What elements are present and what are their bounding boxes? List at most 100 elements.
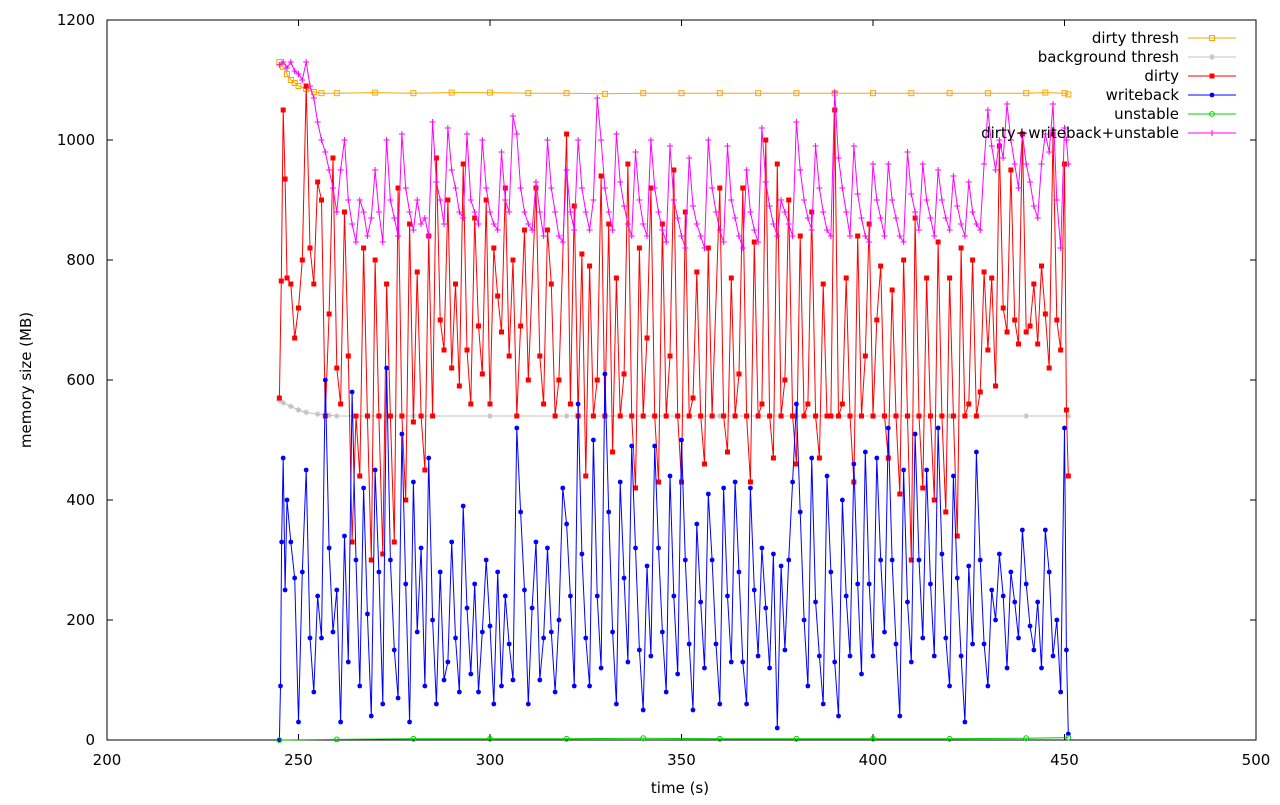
data-point	[675, 671, 681, 677]
data-point	[590, 197, 597, 203]
data-point	[291, 68, 298, 74]
data-point	[601, 90, 608, 97]
data-point	[778, 413, 784, 419]
data-point	[931, 653, 937, 659]
data-point	[889, 557, 895, 563]
data-point	[636, 197, 643, 203]
data-point	[341, 137, 348, 143]
data-point	[587, 683, 592, 689]
data-point	[648, 653, 654, 659]
data-point	[303, 59, 310, 65]
data-point	[430, 617, 435, 623]
data-point	[862, 233, 869, 239]
data-point	[296, 719, 301, 725]
data-point	[644, 335, 650, 341]
data-point	[973, 413, 979, 419]
data-point	[812, 143, 819, 149]
data-point	[1023, 413, 1030, 419]
data-point	[694, 521, 700, 527]
data-point	[747, 479, 753, 485]
data-point	[1000, 305, 1006, 311]
data-point	[831, 89, 838, 95]
data-point	[537, 353, 543, 359]
legend-label: dirty	[1144, 67, 1179, 85]
data-point	[548, 185, 555, 191]
data-point	[529, 605, 535, 611]
data-point	[552, 209, 559, 215]
series-dirty	[276, 83, 1071, 563]
data-point	[981, 641, 987, 647]
data-point	[441, 347, 447, 353]
data-point	[514, 425, 520, 431]
data-point	[525, 377, 531, 383]
data-point	[452, 185, 459, 191]
data-point	[878, 263, 884, 269]
data-point	[958, 221, 965, 227]
legend-label: unstable	[1114, 105, 1179, 123]
data-point	[828, 413, 834, 419]
data-point	[430, 413, 436, 419]
data-point	[609, 227, 616, 233]
data-point	[954, 203, 961, 209]
data-point	[441, 221, 448, 227]
data-point	[610, 449, 616, 455]
legend-label: dirty thresh	[1092, 29, 1179, 47]
data-point	[610, 629, 615, 635]
data-point	[475, 221, 482, 227]
data-point	[767, 665, 772, 671]
data-point	[908, 191, 915, 197]
data-point	[751, 227, 758, 233]
data-point	[571, 227, 578, 233]
data-point	[510, 677, 516, 683]
data-point	[479, 137, 486, 143]
data-point	[502, 197, 509, 203]
data-point	[568, 593, 573, 599]
data-point	[345, 353, 351, 359]
data-point	[916, 557, 922, 563]
data-point	[388, 557, 393, 563]
data-point	[813, 413, 819, 419]
data-point	[464, 605, 470, 611]
data-point	[506, 353, 512, 359]
data-point	[582, 209, 589, 215]
data-point	[988, 143, 995, 149]
data-point	[728, 659, 734, 665]
data-point	[1035, 599, 1041, 605]
data-point	[552, 413, 558, 419]
data-point	[943, 635, 949, 641]
data-point	[383, 137, 390, 143]
data-point	[1027, 179, 1034, 185]
data-point	[644, 563, 650, 569]
data-point	[939, 551, 945, 557]
data-point	[361, 485, 367, 491]
data-point	[1054, 317, 1060, 323]
data-point	[805, 401, 811, 407]
data-point	[437, 569, 443, 575]
data-point	[278, 683, 283, 689]
data-point	[433, 155, 439, 161]
data-point	[498, 329, 504, 335]
data-point	[947, 275, 953, 281]
data-point	[629, 443, 635, 449]
data-point	[375, 209, 382, 215]
data-point	[728, 275, 734, 281]
data-point	[965, 179, 972, 185]
data-point	[970, 641, 975, 647]
data-point	[353, 413, 359, 419]
data-point	[755, 413, 761, 419]
data-point	[793, 461, 799, 467]
data-point	[889, 197, 896, 203]
data-point	[315, 179, 321, 185]
data-point	[977, 389, 983, 395]
data-point	[571, 683, 577, 689]
data-point	[1019, 527, 1025, 533]
data-point	[544, 227, 550, 233]
data-point	[453, 281, 459, 287]
data-point	[326, 311, 332, 317]
data-point	[625, 659, 631, 665]
data-point	[873, 197, 880, 203]
data-point	[1023, 161, 1030, 167]
data-point	[513, 131, 520, 137]
y-tick-label: 200	[66, 611, 95, 629]
data-point	[368, 713, 374, 719]
